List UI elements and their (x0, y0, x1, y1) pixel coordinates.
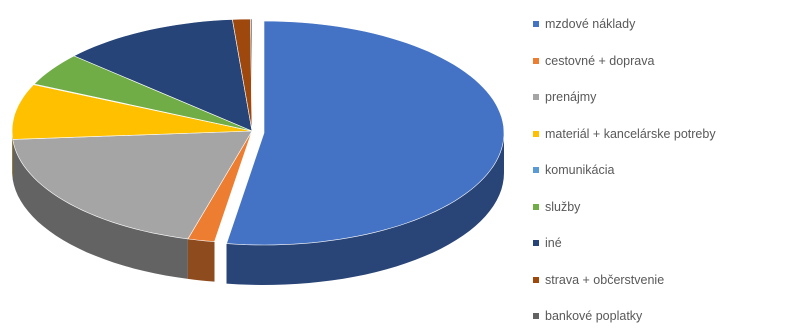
pie-slice (33, 55, 253, 132)
legend-swatch (533, 313, 539, 320)
chart-legend: mzdové náklady cestovné + doprava prenáj… (533, 6, 801, 335)
legend-item: materiál + kancelárske potreby (533, 116, 801, 153)
legend-swatch (533, 240, 539, 247)
legend-item: mzdové náklady (533, 6, 801, 43)
legend-item: cestovné + doprava (533, 43, 801, 80)
legend-label: materiál + kancelárske potreby (545, 126, 716, 141)
pie-slice (226, 20, 505, 246)
legend-item: prenájmy (533, 79, 801, 116)
legend-item: strava + občerstvenie (533, 262, 801, 299)
legend-label: cestovné + doprava (545, 53, 655, 68)
pie-slice-side (12, 139, 188, 279)
legend-item: služby (533, 189, 801, 226)
legend-label: bankové poplatky (545, 309, 643, 324)
legend-item: komunikácia (533, 152, 801, 189)
legend-label: strava + občerstvenie (545, 272, 665, 287)
legend-label: iné (545, 236, 562, 251)
pie-slice-side (226, 133, 504, 285)
legend-label: mzdové náklady (545, 17, 636, 32)
pie-slice (12, 130, 253, 240)
legend-item: bankové poplatky (533, 298, 801, 335)
legend-label: prenájmy (545, 90, 597, 105)
legend-item: iné (533, 225, 801, 262)
pie-slice (11, 84, 253, 140)
legend-swatch (533, 94, 539, 101)
legend-swatch (533, 21, 539, 28)
legend-swatch (533, 57, 539, 64)
legend-swatch (533, 276, 539, 283)
legend-label: služby (545, 199, 581, 214)
pie-slice-side (187, 238, 215, 282)
legend-swatch (533, 167, 539, 174)
legend-swatch (533, 203, 539, 210)
pie-chart (11, 18, 505, 285)
pie-slice (73, 19, 253, 132)
legend-swatch (533, 130, 539, 137)
pie-slice (250, 18, 253, 132)
pie-slice-side (12, 131, 13, 180)
legend-label: komunikácia (545, 163, 615, 178)
